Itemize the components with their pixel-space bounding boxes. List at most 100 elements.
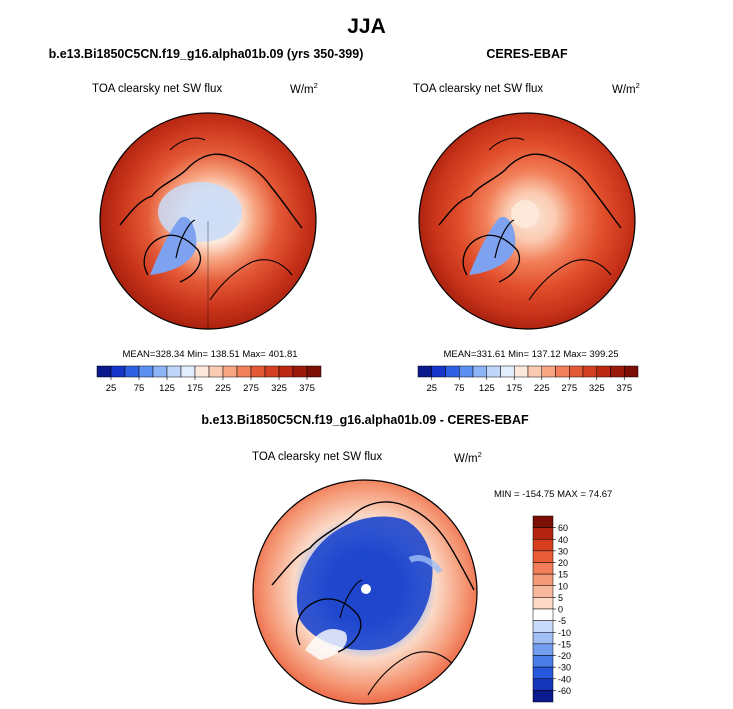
panel-model-colorbar-swatch <box>180 365 196 378</box>
panel-model-colorbar-swatch <box>236 365 252 378</box>
panel-obs-colorbar: 25 75 125 175 225 275 325 375 <box>417 365 639 394</box>
panel-diff-colorbar-swatch <box>532 678 554 691</box>
panel-diff-colorbar-swatch <box>532 655 554 668</box>
panel-model-colorbar-swatch <box>292 365 308 378</box>
panel-obs-stats: MEAN=331.61 Min= 137.12 Max= 399.25 <box>443 349 618 360</box>
panel-obs-colorbar-swatch <box>417 365 432 378</box>
panel-model-colorbar-swatch <box>152 365 168 378</box>
panel-model-colorbar-tick-label: 375 <box>299 383 315 394</box>
panel-model-colorbar-swatch <box>194 365 210 378</box>
panel-model-coastline <box>119 153 303 229</box>
panel-model-units: W/m2 <box>290 81 318 96</box>
panel-model-colorbar-tick-label: 325 <box>271 383 287 394</box>
panel-diff-units: W/m2 <box>454 450 482 465</box>
panel-model-colorbar-swatch <box>278 365 294 378</box>
panel-obs: CERES-EBAF TOA clearsky net SW flux W/m2… <box>413 47 640 394</box>
panel-diff-colorbar-swatch <box>532 666 554 679</box>
panel-obs-colorbar-swatch <box>459 365 474 378</box>
panel-model-colorbar-swatch <box>306 365 322 378</box>
panel-obs-colorbar-tick-label: 75 <box>454 383 465 394</box>
panel-obs-colorbar-swatch <box>610 365 625 378</box>
panel-obs-colorbar-swatch <box>555 365 570 378</box>
panel-diff-colorbar-swatch <box>532 643 554 656</box>
panel-diff-negative-core <box>296 516 433 651</box>
figure-title: JJA <box>347 15 386 38</box>
panel-obs-colorbar-tick-label: 325 <box>589 383 605 394</box>
panel-model-colorbar-tick-label: 225 <box>215 383 231 394</box>
panel-model-colorbar-swatch <box>96 365 112 378</box>
panel-diff-colorbar-tick-label: 15 <box>558 570 568 580</box>
panel-obs-colorbar-swatch <box>541 365 556 378</box>
panel-model-colorbar-swatch <box>222 365 238 378</box>
panel-diff-colorbar-swatch <box>532 550 554 563</box>
panel-diff-colorbar-swatch <box>532 527 554 540</box>
panel-model-colorbar-tick-label: 75 <box>134 383 145 394</box>
panel-model: b.e13.Bi1850C5CN.f19_g16.alpha01b.09 (yr… <box>49 47 364 394</box>
panel-obs-map <box>419 113 635 329</box>
panel-model-colorbar-tick-label: 125 <box>159 383 175 394</box>
panel-model-stats: MEAN=328.34 Min= 138.51 Max= 401.81 <box>122 349 297 360</box>
panel-diff-map <box>253 480 477 704</box>
panel-obs-colorbar-swatch <box>624 365 639 378</box>
panel-diff-colorbar-tick-label: 30 <box>558 546 568 556</box>
panel-diff-colorbar-swatch <box>532 597 554 610</box>
panel-obs-colorbar-tick-label: 175 <box>506 383 522 394</box>
panel-obs-colorbar-tick-label: 125 <box>479 383 495 394</box>
panel-diff-colorbar-tick-label: 0 <box>558 605 563 615</box>
panel-obs-colorbar-tick-label: 375 <box>616 383 632 394</box>
panel-diff-colorbar-tick-label: -60 <box>558 686 571 696</box>
panel-obs-colorbar-swatch <box>472 365 487 378</box>
panel-obs-subtitle: TOA clearsky net SW flux <box>413 83 543 95</box>
panel-diff-map-border <box>252 479 478 705</box>
panel-diff-colorbar-tick-label: 20 <box>558 558 568 568</box>
panel-obs-coastline <box>438 153 622 229</box>
panel-diff-title: b.e13.Bi1850C5CN.f19_g16.alpha01b.09 - C… <box>201 413 529 427</box>
panel-diff-colorbar-swatch <box>532 690 554 703</box>
panel-obs-colorbar-swatch <box>431 365 446 378</box>
panel-diff-colorbar-tick-label: -30 <box>558 663 571 673</box>
panel-diff-colorbar-tick-label: -40 <box>558 674 571 684</box>
panel-diff-colorbar-tick-label: 5 <box>558 593 563 603</box>
panel-obs-map-border <box>418 112 636 330</box>
panel-model-colorbar-swatch <box>110 365 126 378</box>
panel-diff-pole-hole <box>361 584 371 594</box>
panel-diff-colorbar-swatch <box>532 573 554 586</box>
panel-model-colorbar-swatch <box>138 365 154 378</box>
panel-model-colorbar-swatch <box>124 365 140 378</box>
panel-diff-colorbar-tick-label: 10 <box>558 581 568 591</box>
panel-diff-colorbar-swatch <box>532 585 554 598</box>
panel-obs-colorbar-tick-label: 275 <box>561 383 577 394</box>
panel-model-map <box>100 113 316 329</box>
panel-obs-colorbar-swatch <box>486 365 501 378</box>
panel-diff-colorbar-swatch <box>532 608 554 621</box>
panel-diff-colorbar-swatch <box>532 562 554 575</box>
panel-model-map-border <box>99 112 317 330</box>
panel-model-colorbar-swatch <box>250 365 266 378</box>
panel-model-colorbar-swatch <box>166 365 182 378</box>
panel-diff-colorbar-tick-label: 60 <box>558 523 568 533</box>
panel-diff-colorbar-swatch <box>532 515 554 528</box>
panel-model-colorbar-swatch <box>264 365 280 378</box>
panel-obs-colorbar-swatch <box>445 365 460 378</box>
panel-obs-colorbar-tick-label: 225 <box>534 383 550 394</box>
panel-model-title: b.e13.Bi1850C5CN.f19_g16.alpha01b.09 (yr… <box>49 47 364 61</box>
panel-obs-colorbar-swatch <box>569 365 584 378</box>
panel-diff-stats: MIN = -154.75 MAX = 74.67 <box>494 489 612 500</box>
panel-model-colorbar-tick-label: 275 <box>243 383 259 394</box>
panel-diff-colorbar-tick-label: -10 <box>558 628 571 638</box>
panel-diff-colorbar-tick-label: -20 <box>558 651 571 661</box>
panel-diff-colorbar-tick-label: -5 <box>558 616 566 626</box>
panel-diff-coastline <box>271 501 475 591</box>
panel-model-colorbar-tick-label: 25 <box>106 383 117 394</box>
panel-obs-colorbar-swatch <box>582 365 597 378</box>
panel-diff-subtitle: TOA clearsky net SW flux <box>252 451 382 463</box>
panel-diff-colorbar-tick-label: -15 <box>558 639 571 649</box>
panel-model-subtitle: TOA clearsky net SW flux <box>92 83 222 95</box>
panel-diff-colorbar-swatch <box>532 620 554 633</box>
panel-obs-title: CERES-EBAF <box>486 47 568 61</box>
panel-diff-colorbar-swatch <box>532 539 554 552</box>
panel-obs-units: W/m2 <box>612 81 640 96</box>
panel-diff-colorbar-tick-label: 40 <box>558 535 568 545</box>
